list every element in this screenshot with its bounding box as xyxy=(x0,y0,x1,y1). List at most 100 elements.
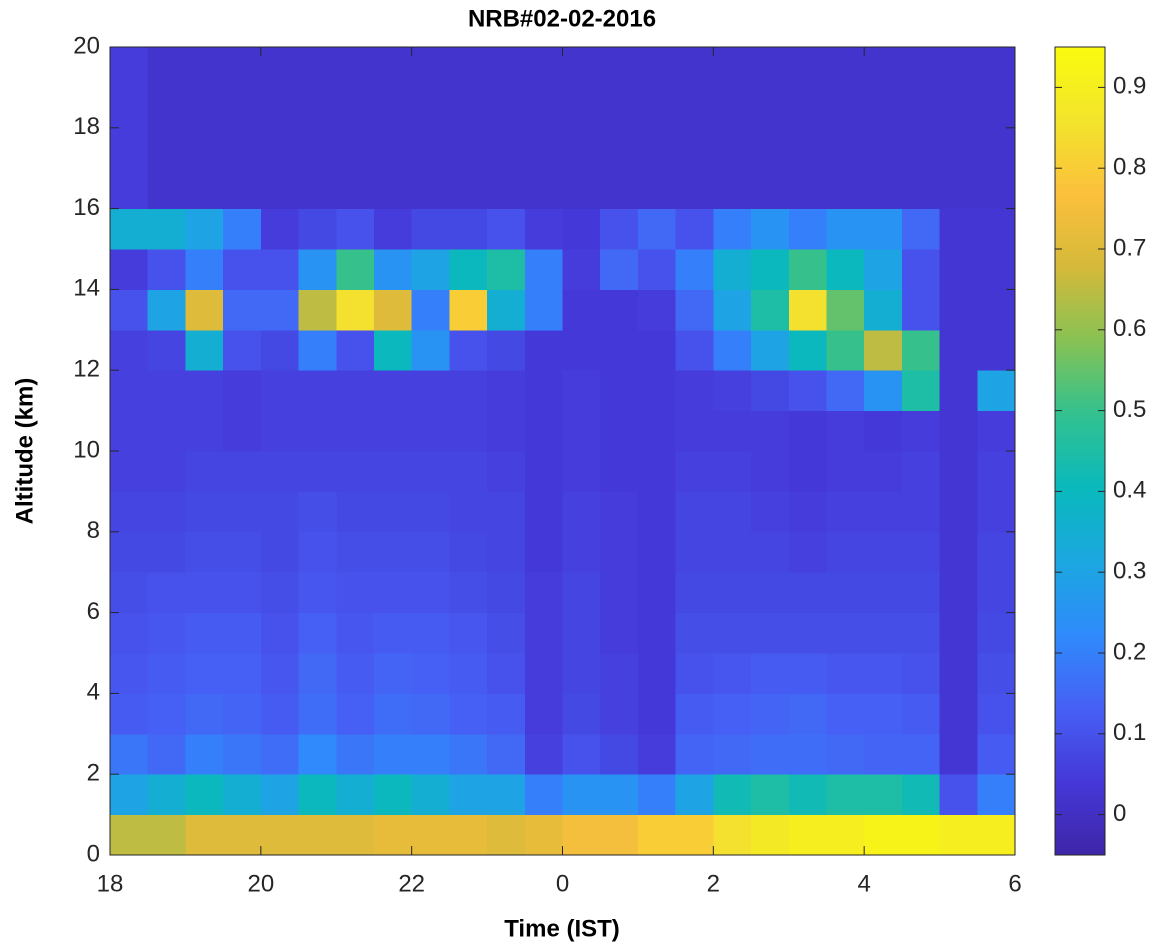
heat-cell xyxy=(336,47,375,88)
colorbar-tick-label: 0.2 xyxy=(1113,638,1146,665)
heat-cell xyxy=(298,653,337,694)
heat-cell xyxy=(223,531,262,573)
colorbar-tick-label: 0.8 xyxy=(1113,154,1146,181)
heat-cell xyxy=(487,87,526,129)
heat-cell xyxy=(223,249,262,290)
heat-cell xyxy=(939,168,978,210)
heat-cell xyxy=(373,693,413,735)
heat-cell xyxy=(901,168,941,210)
heat-cell xyxy=(600,208,639,250)
heat-cell xyxy=(487,127,526,169)
heat-cell xyxy=(373,531,413,573)
heat-cell xyxy=(826,208,865,250)
heat-cell xyxy=(487,531,526,573)
heat-cell xyxy=(939,47,978,88)
heat-cell xyxy=(600,370,639,412)
heat-cell xyxy=(713,491,752,533)
x-tick-label: 4 xyxy=(857,870,870,897)
heat-cell xyxy=(449,47,488,88)
heat-cell xyxy=(260,127,300,169)
heat-cell xyxy=(939,572,978,614)
heat-cell xyxy=(977,249,1016,290)
heat-cell xyxy=(675,127,714,169)
heat-cell xyxy=(449,814,488,856)
heat-cell xyxy=(260,47,300,88)
heat-cell xyxy=(487,249,526,290)
heat-cell xyxy=(826,531,865,573)
heat-cell xyxy=(826,127,865,169)
heat-cell xyxy=(562,451,601,492)
heat-cell xyxy=(562,774,601,816)
heat-cell xyxy=(449,289,488,331)
heat-cell xyxy=(751,612,790,654)
heat-cell xyxy=(600,531,639,573)
heat-cell xyxy=(788,127,827,169)
heat-cell xyxy=(562,572,601,614)
heat-cell xyxy=(373,168,413,210)
heat-cell xyxy=(524,47,563,88)
heat-cell xyxy=(788,451,827,492)
heat-cell xyxy=(411,289,450,331)
heat-cell xyxy=(411,208,450,250)
heat-cell xyxy=(751,208,790,250)
heat-cell xyxy=(939,693,978,735)
heat-cell xyxy=(713,612,752,654)
heat-cell xyxy=(751,693,790,735)
heat-cell xyxy=(110,127,149,169)
heat-cell xyxy=(675,612,714,654)
heat-cell xyxy=(939,733,978,775)
heat-cell xyxy=(675,451,714,492)
heat-cell xyxy=(110,249,149,290)
heat-cell xyxy=(336,572,375,614)
heat-cell xyxy=(373,451,413,492)
heat-cell xyxy=(637,531,677,573)
heat-cell xyxy=(223,370,262,412)
heat-cell xyxy=(977,87,1016,129)
heat-cell xyxy=(713,329,752,371)
axes: 18 20 22 0 2 4 6 0 2 4 6 8 10 12 14 16 18 20 0 0.1 0.2 0.3 0.4… xyxy=(73,32,1146,897)
y-tick-label: 16 xyxy=(73,194,100,221)
heat-cell xyxy=(336,491,375,533)
heat-cell xyxy=(185,127,224,169)
heat-cell xyxy=(675,653,714,694)
heat-cell xyxy=(298,612,337,654)
y-tick-label: 14 xyxy=(73,275,100,302)
heat-cell xyxy=(336,127,375,169)
heat-cell xyxy=(411,612,450,654)
heat-cell xyxy=(600,814,639,856)
heat-cell xyxy=(901,491,941,533)
heat-cell xyxy=(675,168,714,210)
heat-cell xyxy=(524,814,563,856)
heat-cell xyxy=(977,733,1016,775)
colorbar-tick-label: 0.7 xyxy=(1113,234,1146,261)
heat-cell xyxy=(675,410,714,452)
heat-cell xyxy=(524,370,563,412)
heat-cell xyxy=(826,451,865,492)
heat-cell xyxy=(487,370,526,412)
heat-cell xyxy=(713,572,752,614)
heat-cell xyxy=(977,168,1016,210)
heat-cell xyxy=(147,87,186,129)
heat-cell xyxy=(562,127,601,169)
heat-cell xyxy=(788,612,827,654)
heat-cell xyxy=(901,653,941,694)
heat-cell xyxy=(449,127,488,169)
heat-cell xyxy=(637,491,677,533)
heat-cell xyxy=(260,87,300,129)
heat-cell xyxy=(713,693,752,735)
heat-cell xyxy=(373,491,413,533)
heat-cell xyxy=(600,572,639,614)
heat-cell xyxy=(751,531,790,573)
heat-cell xyxy=(336,208,375,250)
heat-cell xyxy=(147,612,186,654)
heat-cell xyxy=(449,612,488,654)
heat-cell xyxy=(147,127,186,169)
heat-cell xyxy=(185,289,224,331)
heat-cell xyxy=(826,410,865,452)
heat-cell xyxy=(939,370,978,412)
colorbar-tick-label: 0.3 xyxy=(1113,558,1146,585)
heat-cell xyxy=(110,733,149,775)
heat-cell xyxy=(675,47,714,88)
heat-cell xyxy=(373,612,413,654)
